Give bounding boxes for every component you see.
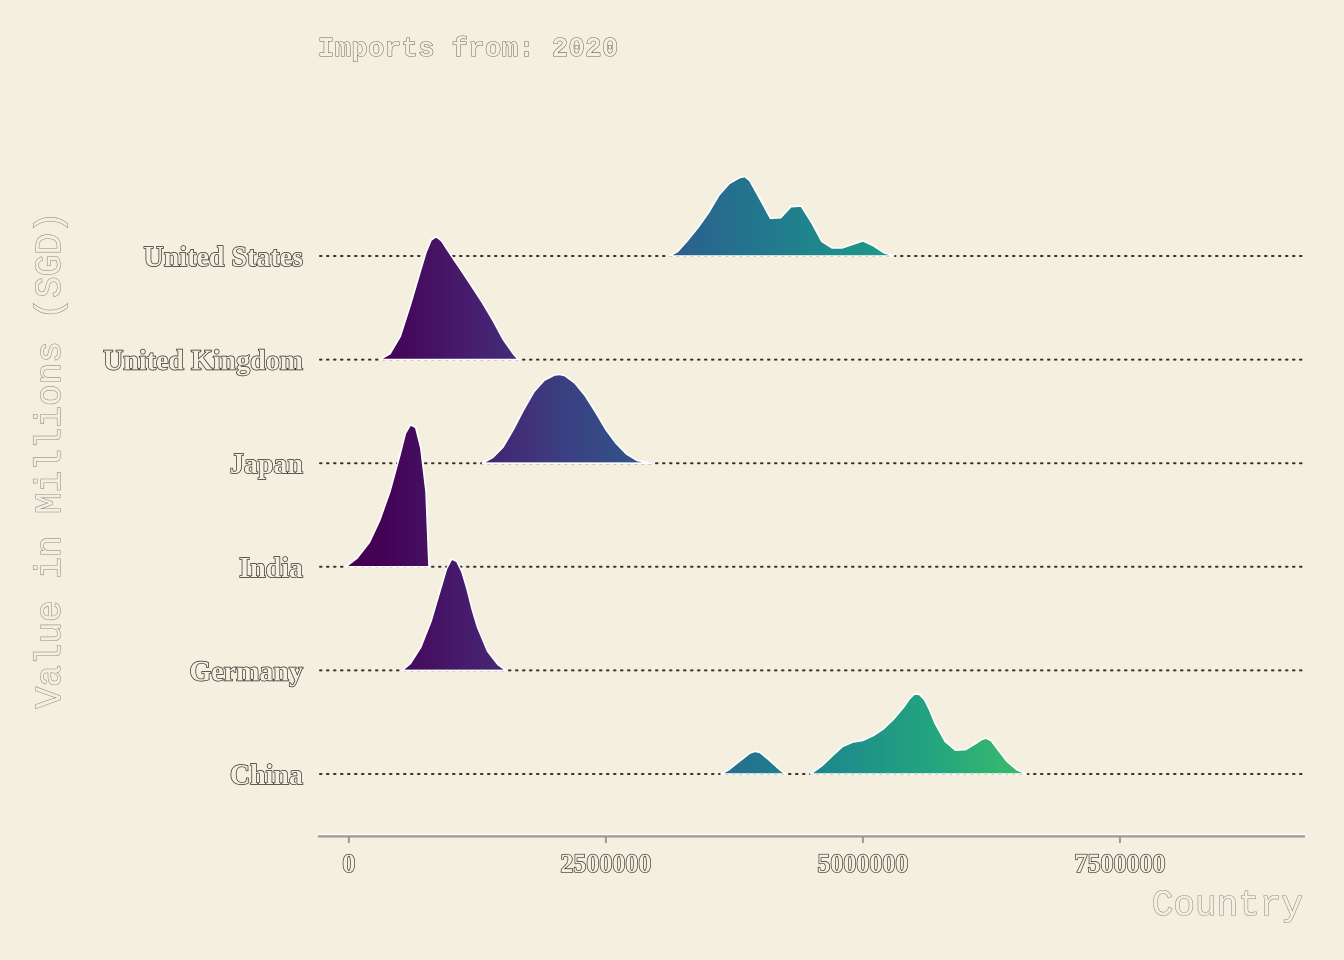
- category-labels: China Germany India Japan United Kingdom Unit…: [102, 241, 304, 791]
- ridges: [345, 175, 1028, 775]
- category-label-germany: Germany: [189, 656, 303, 687]
- category-label-india: India: [239, 553, 303, 584]
- x-axis-ticks: 0 2500000 5000000 7500000: [342, 836, 1166, 879]
- category-label-united-kingdom: United Kingdom: [103, 346, 303, 377]
- ridge-china-2: [809, 693, 1028, 775]
- ridge-china-1: [720, 750, 787, 775]
- x-tick-label: 0: [342, 849, 355, 878]
- category-label-japan: Japan: [230, 449, 304, 480]
- ridge-germany: [401, 558, 507, 672]
- ridge-united-kingdom: [378, 235, 520, 361]
- x-tick-label: 2500000: [560, 849, 651, 878]
- chart-title: Imports from: 2020: [318, 35, 619, 65]
- x-tick-label: 7500000: [1074, 849, 1165, 878]
- category-label-china: China: [230, 760, 303, 791]
- ridge-united-states: [668, 175, 895, 257]
- x-axis: 0 2500000 5000000 7500000: [318, 833, 1305, 879]
- y-axis-title: Value in Millions (SGD): [30, 212, 71, 709]
- x-tick-label: 5000000: [817, 849, 908, 878]
- ridge-india: [345, 423, 430, 568]
- x-axis-title: Country: [1152, 885, 1303, 926]
- ridge-japan: [481, 373, 652, 464]
- category-label-united-states: United States: [144, 242, 304, 273]
